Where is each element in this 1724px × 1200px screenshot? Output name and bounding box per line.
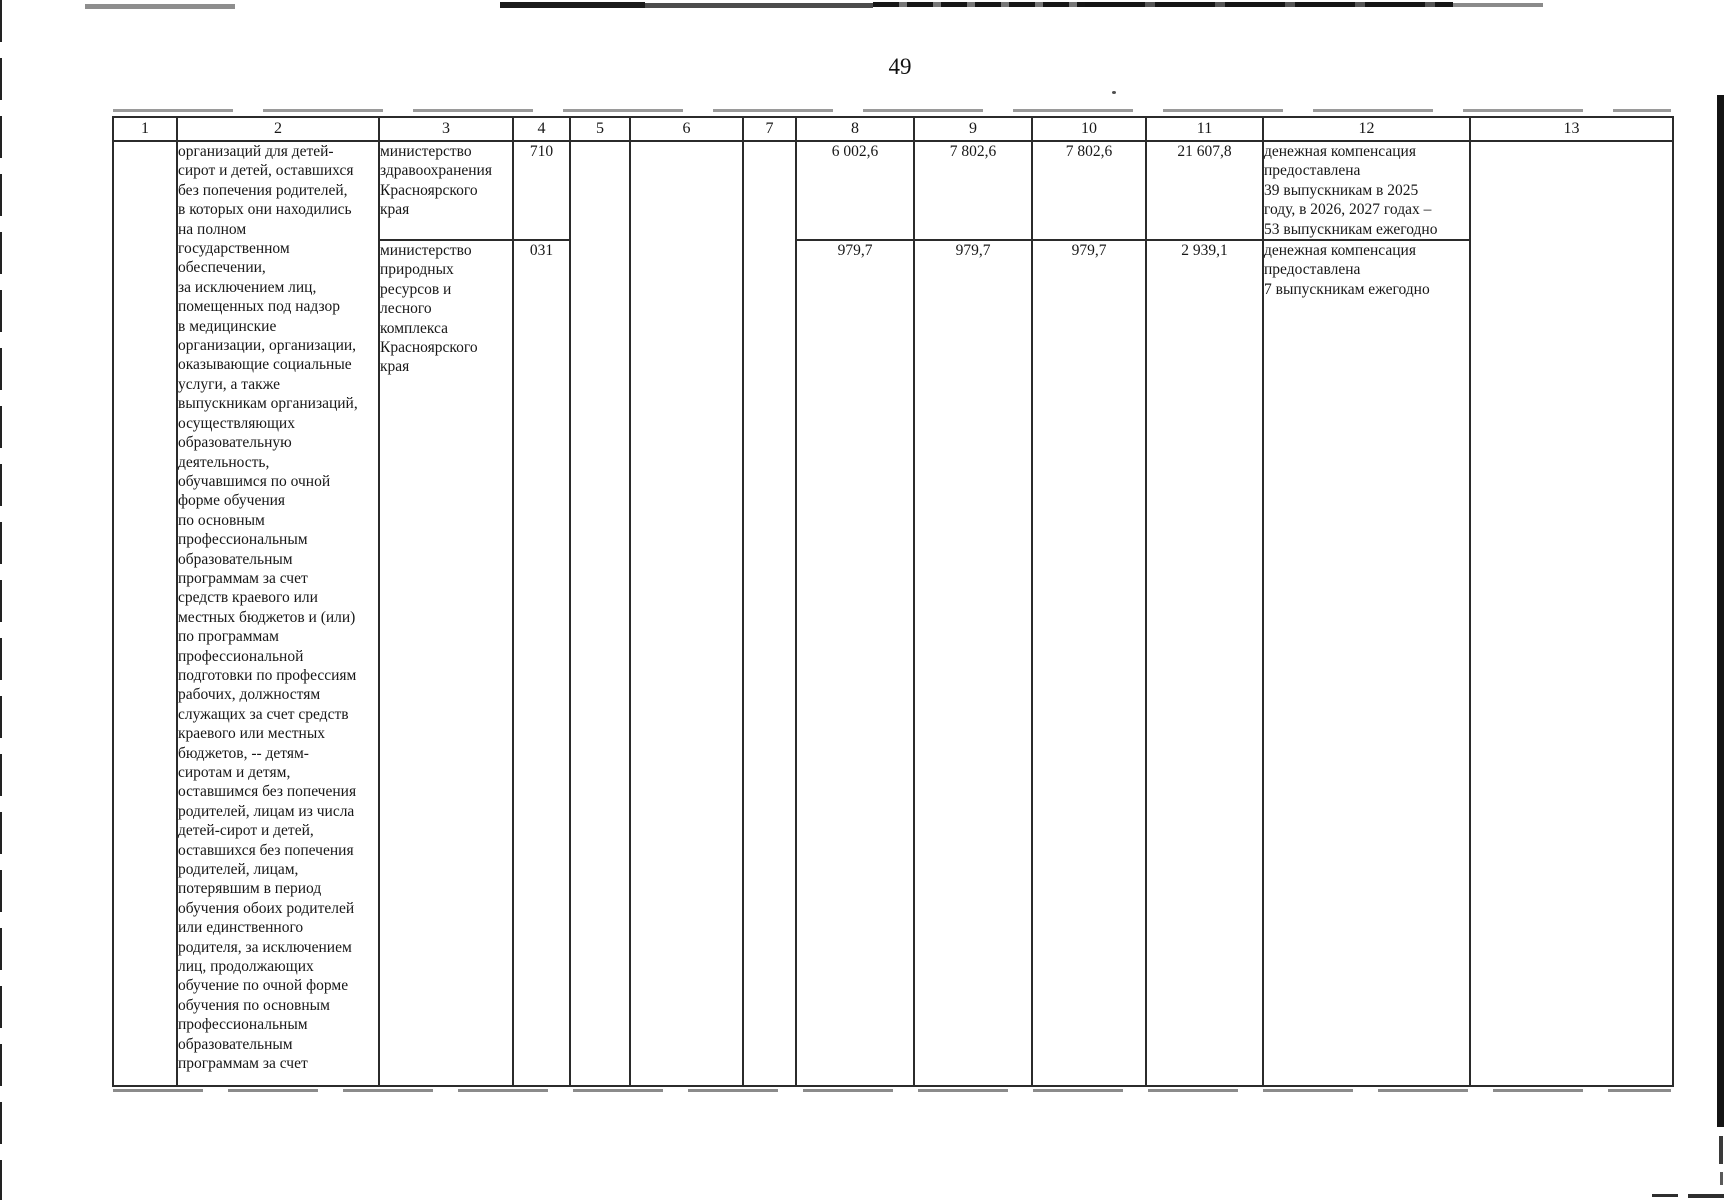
table-row: организаций для детей- сирот и детей, ос… [112,139,1674,1088]
cell-amount-total: 21 607,8 [1145,139,1264,242]
scan-artifact-bottom-dash [1688,1194,1724,1198]
table-row: министерство природных ресурсов и лесног… [113,239,1673,1088]
cell-number-empty [112,139,178,1088]
cell-amount-2025: 6 002,6 [795,139,915,242]
col-header-7: 7 [742,116,797,142]
budget-table: 1 2 3 4 5 6 7 8 9 10 11 12 13 организаци… [112,116,1674,1088]
cell-ministry-health: министерство здравоохранения Красноярско… [378,139,514,242]
cell-amount-2027: 7 802,6 [1031,139,1147,242]
cell-amount-2026: 979,7 [913,239,1033,1088]
cell-empty-col7 [742,139,797,1088]
scan-artifact-top-line [645,3,873,8]
scan-artifact-dot [1112,91,1116,94]
cell-result-note: денежная компенсация предоставлена 39 вы… [1262,139,1471,242]
cell-measure-description: организаций для детей- сирот и детей, ос… [176,139,380,1088]
col-header-3: 3 [378,116,514,142]
col-header-2: 2 [176,116,380,142]
col-header-10: 10 [1031,116,1147,142]
col-header-9: 9 [913,116,1033,142]
scan-artifact-top-line [85,4,235,9]
scan-artifact-top-line [500,2,645,8]
col-header-11: 11 [1145,116,1264,142]
cell-code-710: 710 [512,139,571,242]
page-number: 49 [888,54,912,79]
cell-amount-2026: 7 802,6 [913,139,1033,242]
scan-artifact-bottom-dash [1652,1194,1678,1197]
col-header-13: 13 [1469,116,1674,142]
scan-artifact-top-line [1453,3,1543,7]
cell-empty-col13 [1469,139,1674,1088]
cell-empty-col6 [629,139,744,1088]
scan-artifact-top-line [873,2,1085,7]
col-header-12: 12 [1262,116,1471,142]
col-header-8: 8 [795,116,915,142]
scan-artifact-right-edge [1717,95,1724,1127]
scan-artifact-right-edge [1719,1136,1723,1164]
scan-artifact-smudge [113,1089,1671,1092]
table-header-row: 1 2 3 4 5 6 7 8 9 10 11 12 13 [112,116,1674,142]
cell-amount-2027: 979,7 [1031,239,1147,1088]
scan-artifact-top-line [1085,2,1453,7]
cell-amount-total: 2 939,1 [1145,239,1264,1088]
cell-result-note: денежная компенсация предоставлена 7 вып… [1262,239,1471,1088]
cell-code-031: 031 [512,239,571,1088]
col-header-1: 1 [112,116,178,142]
col-header-6: 6 [629,116,744,142]
scan-artifact-right-edge [1720,1172,1723,1185]
col-header-4: 4 [512,116,571,142]
cell-empty-col5 [569,139,631,1088]
scan-artifact-left-edge [0,0,2,1200]
cell-amount-2025: 979,7 [795,239,915,1088]
cell-ministry-nature: министерство природных ресурсов и лесног… [378,239,514,1088]
scan-artifact-smudge [113,109,1671,112]
col-header-5: 5 [569,116,631,142]
